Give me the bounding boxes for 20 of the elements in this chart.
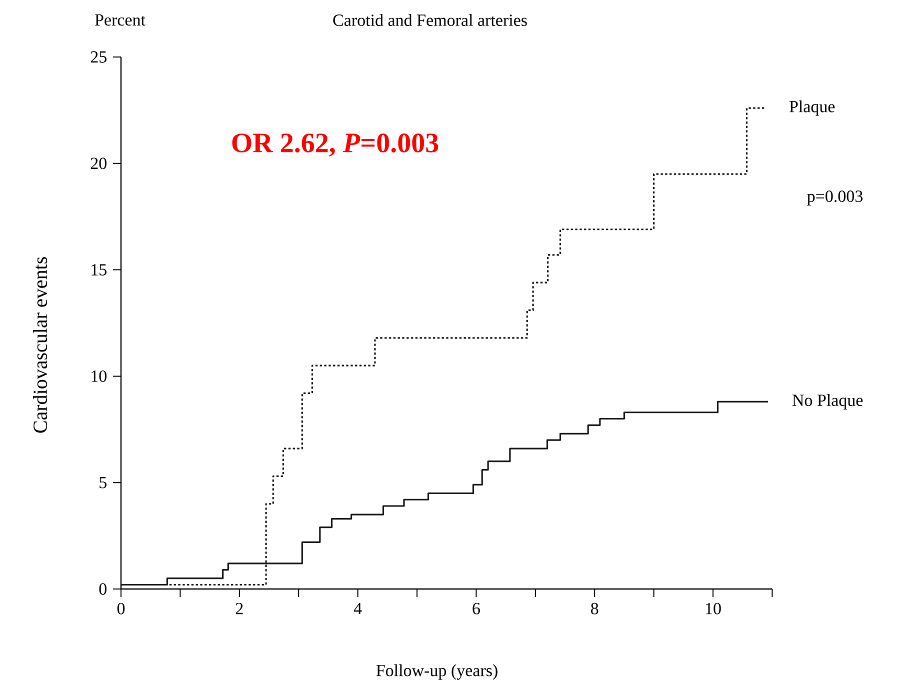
chart-title: Carotid and Femoral arteries (333, 14, 527, 26)
x-tick-label: 8 (591, 602, 598, 614)
x-tick-label: 6 (472, 602, 480, 614)
x-tick-label: 0 (117, 602, 125, 614)
y-axis-title: Cardiovascular events (32, 257, 48, 433)
y-tick-label: 20 (90, 158, 106, 170)
y-tick-label: 5 (100, 476, 106, 488)
x-axis-title: Follow-up (years) (376, 664, 498, 680)
y-tick-label: 15 (92, 264, 106, 276)
text: p=0.003 (807, 190, 863, 206)
y-tick-label: 25 (90, 51, 106, 63)
series-label: No Plaque (792, 394, 863, 410)
annotation: OR 2.62, P=0.003 (232, 134, 438, 156)
y-tick-label: 0 (99, 583, 106, 595)
x-tick-label: 10 (706, 602, 721, 614)
series-label: Plaque (789, 100, 835, 116)
text: Percent (95, 14, 146, 26)
x-tick-label: 4 (354, 602, 362, 614)
y-tick-label: 10 (92, 370, 106, 382)
x-tick-label: 2 (236, 602, 243, 614)
